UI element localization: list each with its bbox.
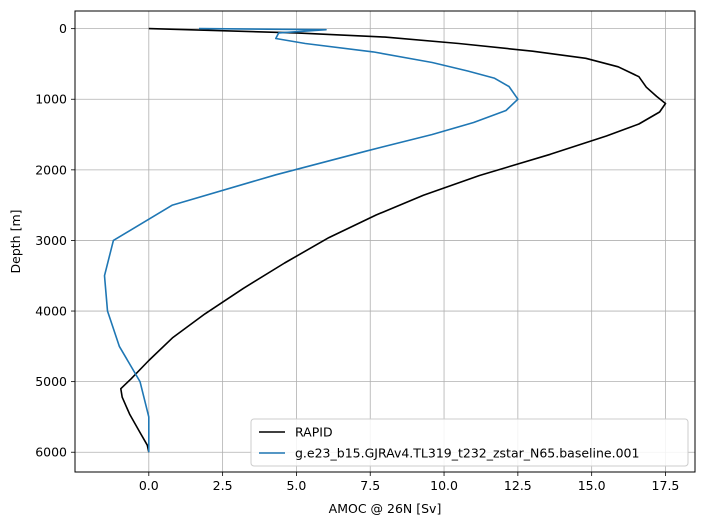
y-axis-ticks: 0 1000 2000 3000 4000 5000 6000 bbox=[35, 21, 75, 460]
y-tick-label: 1000 bbox=[35, 92, 67, 107]
x-tick-label: 12.5 bbox=[504, 478, 532, 493]
y-axis-label: Depth [m] bbox=[8, 210, 23, 274]
x-tick-label: 7.5 bbox=[360, 478, 380, 493]
y-tick-label: 3000 bbox=[35, 233, 67, 248]
x-tick-label: 15.0 bbox=[578, 478, 606, 493]
x-axis-ticks: 0.0 2.5 5.0 7.5 10.0 12.5 15.0 17.5 bbox=[139, 472, 680, 493]
series-line-1 bbox=[103, 27, 519, 453]
x-tick-label: 10.0 bbox=[430, 478, 458, 493]
legend: RAPID g.e23_b15.GJRAv4.TL319_t232_zstar_N… bbox=[250, 418, 689, 467]
y-tick-label: 5000 bbox=[35, 374, 67, 389]
y-tick-label: 6000 bbox=[35, 445, 67, 460]
axes-frame bbox=[74, 10, 696, 473]
series-layer bbox=[103, 27, 667, 453]
series-line-0 bbox=[120, 27, 667, 453]
y-tick-label: 0 bbox=[59, 21, 67, 36]
x-tick-label: 5.0 bbox=[286, 478, 306, 493]
legend-label: g.e23_b15.GJRAv4.TL319_t232_zstar_N65.ba… bbox=[295, 446, 639, 461]
x-tick-label: 17.5 bbox=[652, 478, 680, 493]
x-axis-label: AMOC @ 26N [Sv] bbox=[329, 501, 442, 516]
x-tick-label: 0.0 bbox=[139, 478, 159, 493]
legend-label: RAPID bbox=[295, 425, 333, 440]
y-tick-label: 4000 bbox=[35, 304, 67, 319]
x-tick-label: 2.5 bbox=[213, 478, 233, 493]
y-tick-label: 2000 bbox=[35, 162, 67, 177]
legend-box bbox=[250, 418, 689, 467]
